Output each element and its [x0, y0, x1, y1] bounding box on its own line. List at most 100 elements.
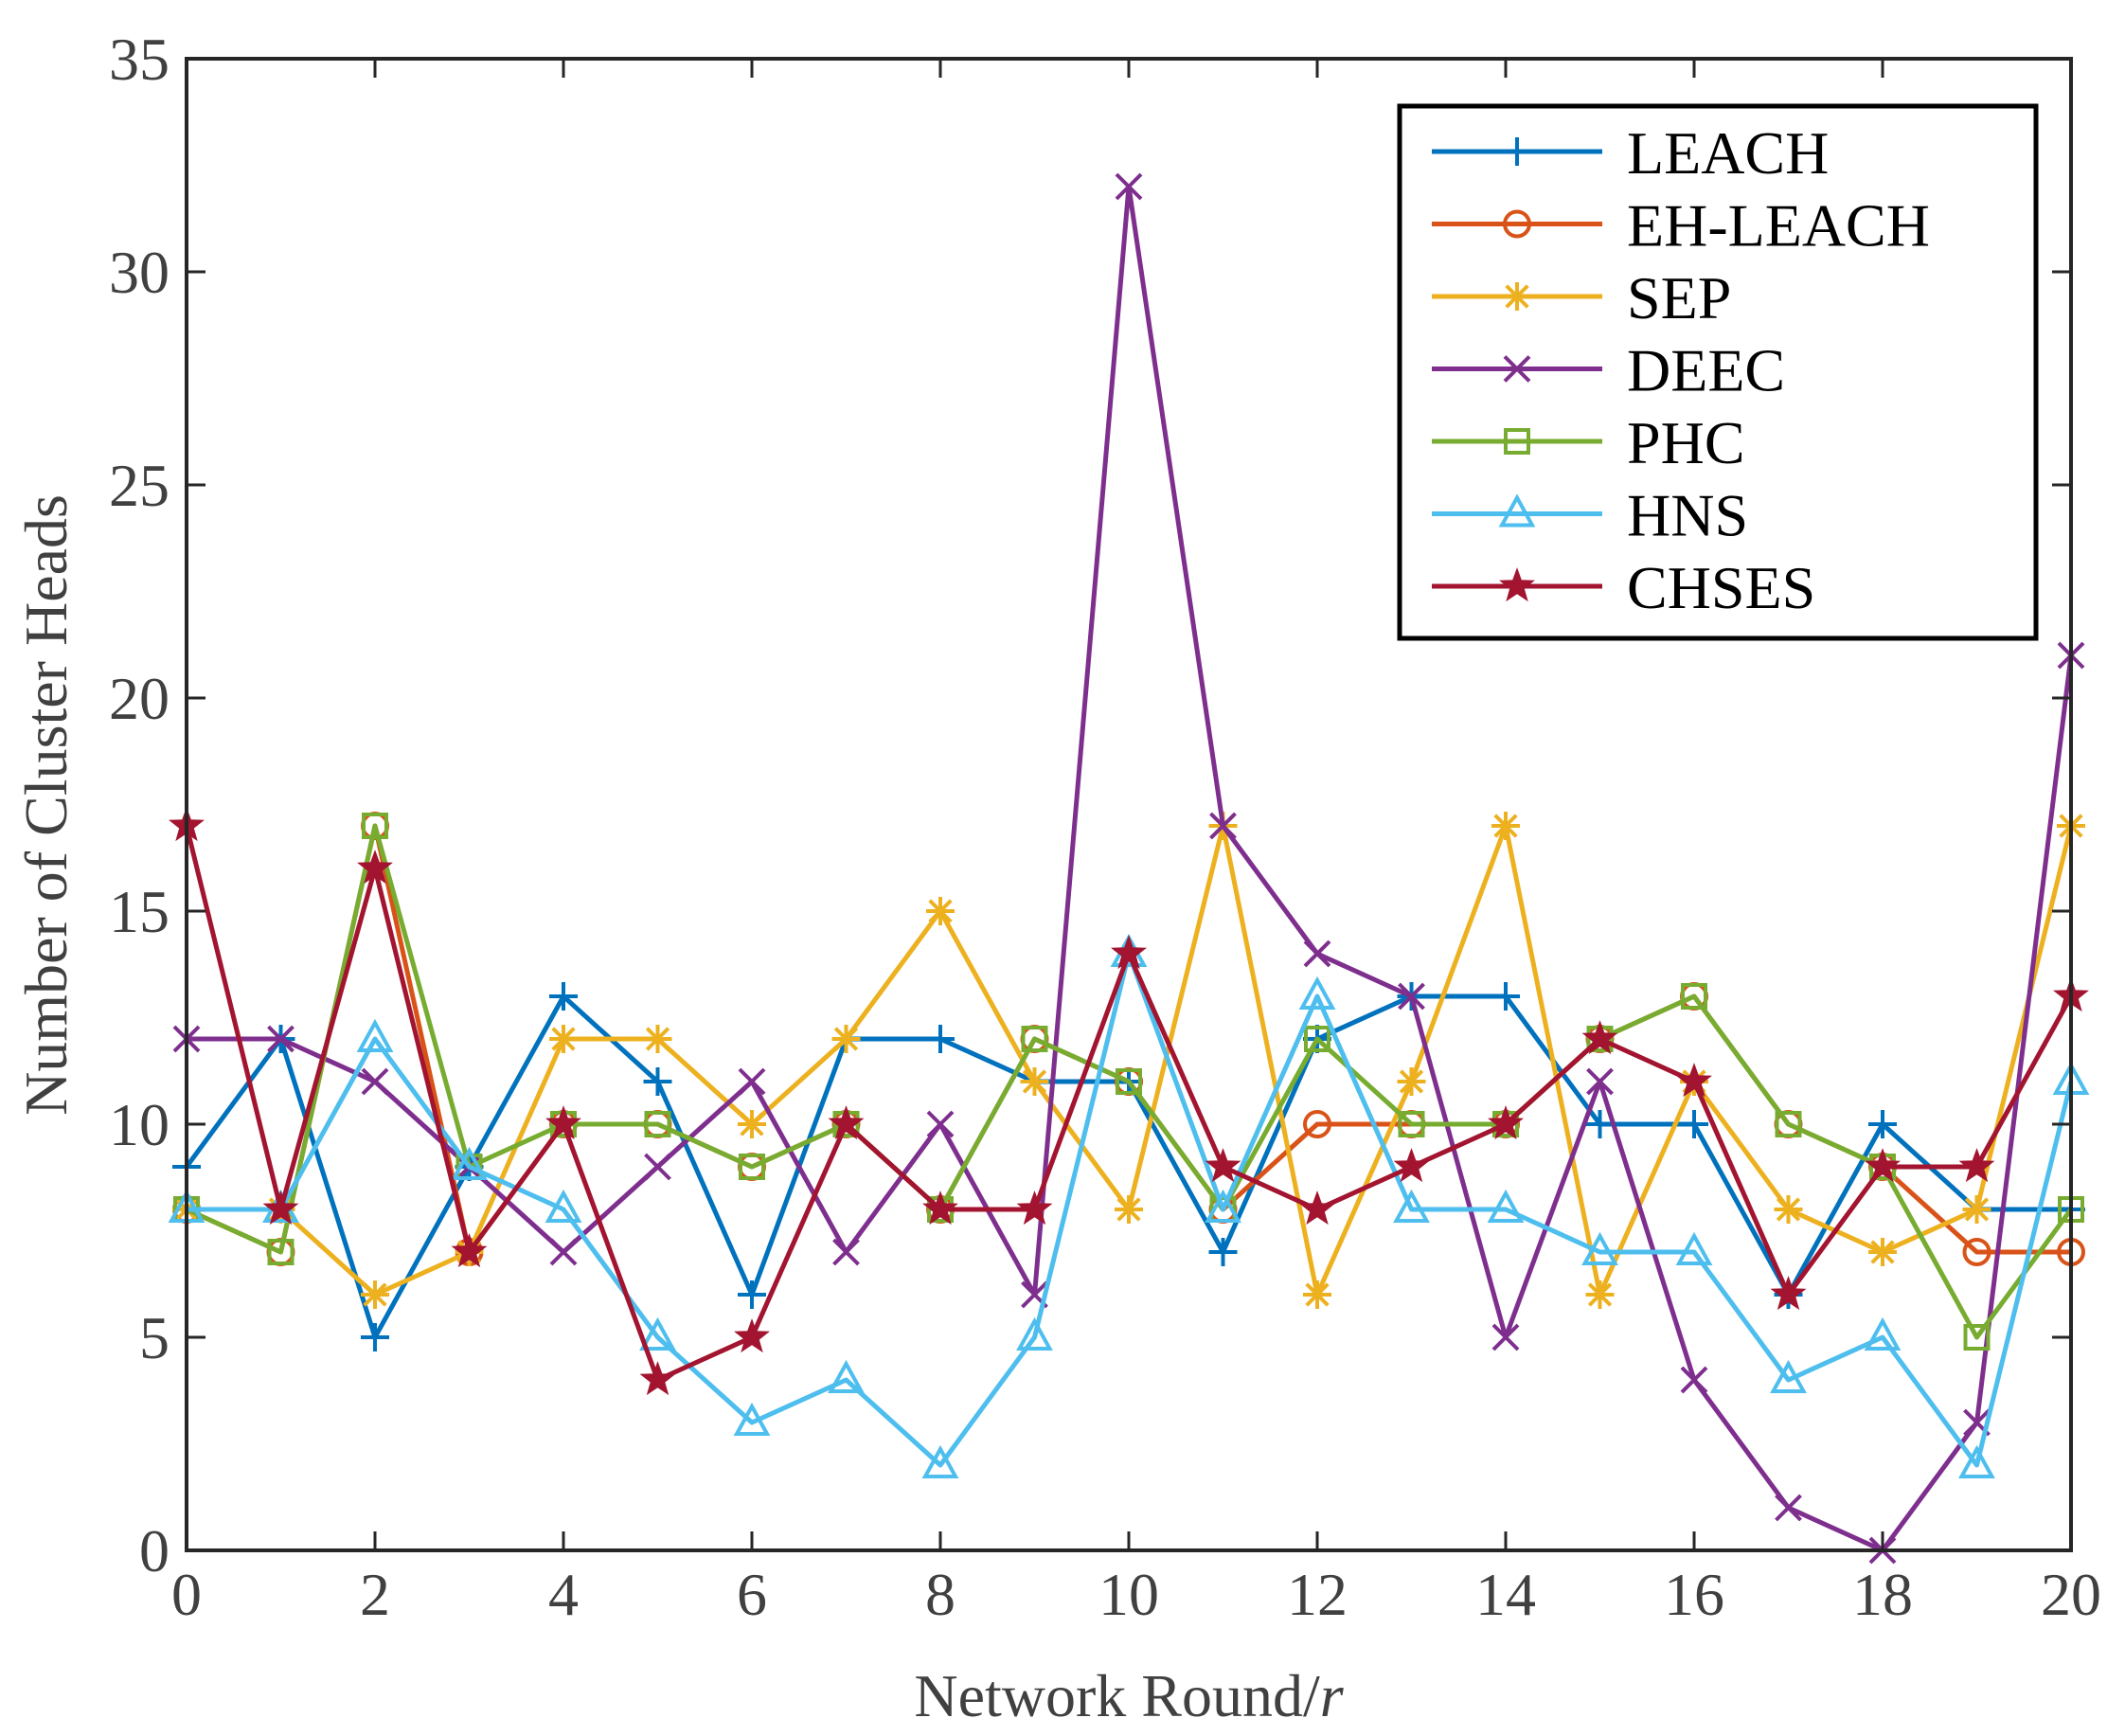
data-point-leach-16 [1680, 1110, 1708, 1138]
data-point-deec-16 [1680, 1366, 1708, 1394]
legend-entry-sep: SEP [1432, 264, 1731, 331]
data-point-chses-17 [1770, 1276, 1807, 1311]
data-point-hns-19 [1958, 1444, 1995, 1478]
data-point-sep-2-shape [361, 1280, 389, 1309]
data-point-sep-19 [1962, 1195, 1991, 1224]
data-point-leach-4-shape [549, 982, 578, 1011]
data-point-phc-19 [1963, 1324, 1991, 1351]
data-point-hns-18-shape [1864, 1316, 1902, 1351]
data-point-chses-17-shape [1770, 1276, 1807, 1311]
data-point-deec-1-shape [267, 1025, 295, 1053]
data-point-deec-5 [644, 1153, 671, 1181]
data-point-leach-4 [549, 982, 578, 1011]
data-point-deec-8-shape [926, 1110, 955, 1138]
data-point-chses-12-shape [1299, 1190, 1335, 1226]
data-point-deec-17-shape [1775, 1494, 1802, 1522]
data-point-hns-14-shape [1487, 1189, 1525, 1223]
data-point-sep-15 [1585, 1280, 1615, 1309]
x-axis-title: Network Round/r [914, 1662, 1344, 1729]
data-point-phc-10 [1116, 1068, 1142, 1095]
legend-label-hns: HNS [1627, 482, 1748, 549]
data-point-sep-6 [738, 1110, 766, 1138]
legend-marker-leach [1503, 137, 1531, 166]
data-point-deec-15 [1586, 1067, 1614, 1096]
x-tick-label: 4 [548, 1561, 579, 1628]
y-tick-label: 10 [109, 1091, 170, 1158]
series-layer [168, 172, 2090, 1565]
data-point-chses-3 [451, 1233, 488, 1268]
legend-entry-hns: HNS [1432, 482, 1748, 549]
data-point-deec-12 [1303, 940, 1331, 968]
data-point-deec-2 [361, 1067, 389, 1096]
data-point-chses-1-shape [262, 1190, 299, 1226]
data-point-sep-8 [926, 897, 955, 925]
data-point-sep-12-shape [1303, 1280, 1331, 1309]
data-point-hns-5-shape [639, 1316, 676, 1351]
data-point-phc-12-shape [1304, 1026, 1330, 1052]
data-point-deec-7-shape [832, 1238, 860, 1266]
data-point-hns-6-shape [733, 1402, 771, 1436]
data-point-sep-9-shape [1020, 1067, 1049, 1096]
data-point-leach-2-shape [361, 1323, 389, 1351]
data-point-leach-16-shape [1680, 1110, 1708, 1138]
x-tick-label: 12 [1287, 1561, 1348, 1628]
x-tick-label: 18 [1852, 1561, 1913, 1628]
legend-label-chses: CHSES [1627, 554, 1815, 621]
data-point-leach-14 [1491, 982, 1520, 1011]
data-point-eh-leach-19-shape [1962, 1238, 1991, 1266]
data-point-sep-12 [1303, 1280, 1331, 1309]
data-point-sep-10-shape [1115, 1195, 1143, 1224]
legend-entry-deec: DEEC [1432, 337, 1785, 404]
data-point-deec-6 [738, 1067, 766, 1096]
data-point-chses-4-shape [545, 1105, 581, 1140]
x-tick-label: 16 [1664, 1561, 1724, 1628]
data-point-deec-14 [1491, 1323, 1520, 1351]
data-point-sep-4-shape [549, 1025, 578, 1053]
data-point-phc-5 [644, 1111, 671, 1137]
data-point-hns-11-shape [1205, 1189, 1241, 1223]
data-point-leach-8-shape [926, 1025, 955, 1053]
data-point-deec-11 [1209, 812, 1237, 840]
data-point-hns-4 [545, 1189, 582, 1223]
legend-marker-hns [1498, 493, 1536, 528]
data-point-hns-15 [1581, 1231, 1618, 1265]
data-point-phc-13-shape [1398, 1111, 1425, 1137]
data-point-chses-6 [734, 1318, 770, 1353]
data-point-leach-11-shape [1208, 1238, 1238, 1266]
data-point-deec-4-shape [549, 1238, 578, 1266]
data-point-chses-2-shape [357, 850, 393, 885]
data-point-chses-10-shape [1111, 935, 1147, 970]
data-point-eh-leach-19 [1962, 1238, 1991, 1266]
x-axis-title-main: Network Round/ [914, 1662, 1320, 1729]
y-axis-title: Number of Cluster Heads [12, 494, 80, 1116]
data-point-deec-5-shape [644, 1153, 671, 1181]
legend-label-sep: SEP [1627, 264, 1731, 331]
legend-entry-phc: PHC [1432, 409, 1745, 476]
data-point-sep-5-shape [643, 1025, 672, 1053]
data-point-hns-13-shape [1393, 1189, 1430, 1223]
data-point-hns-16 [1675, 1231, 1713, 1265]
data-point-phc-6-shape [739, 1154, 765, 1180]
data-point-chses-16-shape [1676, 1063, 1712, 1098]
data-point-hns-6 [733, 1402, 771, 1436]
data-point-leach-6-shape [738, 1280, 766, 1309]
data-point-sep-8-shape [926, 897, 955, 925]
data-point-eh-leach-12 [1303, 1110, 1331, 1138]
data-point-hns-12-shape [1298, 975, 1336, 1010]
data-point-phc-17-shape [1775, 1111, 1802, 1137]
data-point-hns-15-shape [1581, 1231, 1618, 1265]
data-point-phc-19-shape [1963, 1324, 1991, 1351]
legend-box [1397, 103, 2039, 641]
data-point-chses-8-shape [922, 1190, 958, 1226]
data-point-phc-1-shape [267, 1239, 295, 1265]
legend-marker-deec-shape [1503, 355, 1531, 383]
data-point-chses-9-shape [1016, 1190, 1053, 1226]
data-point-sep-18 [1868, 1238, 1897, 1266]
legend-label-deec: DEEC [1627, 337, 1785, 404]
data-point-sep-17-shape [1774, 1195, 1803, 1224]
legend-marker-phc-shape [1504, 428, 1530, 455]
data-point-deec-13-shape [1398, 982, 1425, 1011]
y-tick-label: 30 [109, 239, 170, 306]
